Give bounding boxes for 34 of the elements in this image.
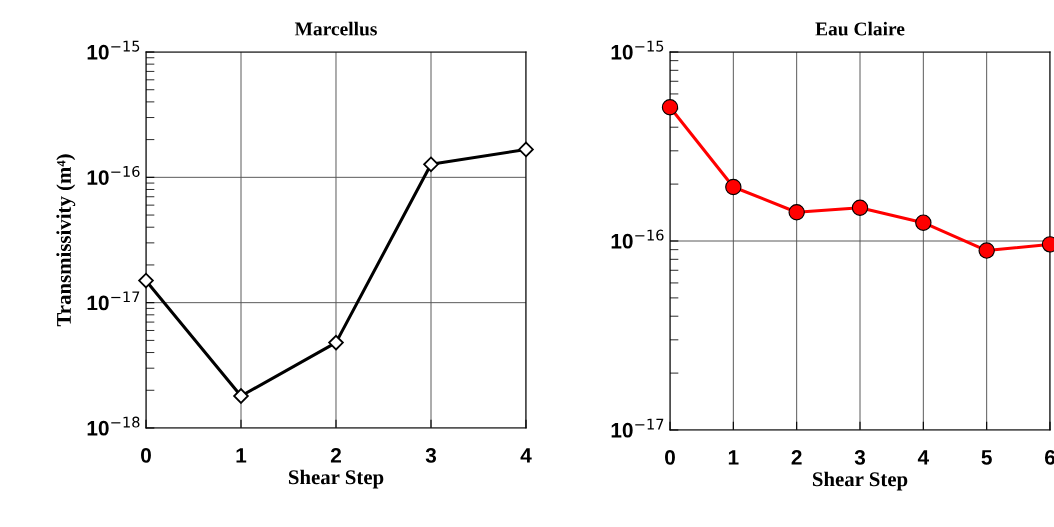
y-tick-label: 10$^{−15}$ (87, 40, 140, 60)
x-tick-label: 5 (981, 450, 992, 465)
point (851, 199, 869, 216)
x-axis-title: Shear Step (812, 471, 908, 491)
x-tick-label: 0 (665, 449, 675, 465)
point (518, 141, 534, 158)
x-tick-label: 1 (236, 448, 247, 463)
x-tick-label: 1 (728, 450, 739, 465)
y-tick-label: 10$^{−16}$ (611, 229, 664, 249)
point (233, 388, 249, 404)
point (725, 178, 742, 196)
y-axis-title: Transmissivity (m⁴) (56, 154, 76, 327)
point (661, 99, 679, 116)
point (978, 242, 995, 259)
y-tick-label: 10$^{−15}$ (611, 40, 664, 60)
x-tick-label: 2 (330, 447, 341, 463)
y-tick-label: 10$^{−17}$ (611, 418, 664, 438)
x-tick-label: 2 (791, 449, 802, 465)
x-tick-label: 0 (141, 447, 151, 463)
x-tick-label: 3 (854, 449, 866, 465)
point (915, 214, 932, 231)
chart-title: Eau Claire (815, 21, 905, 36)
x-tick-label: 4 (917, 450, 930, 465)
point (788, 204, 805, 221)
x-tick-label: 3 (425, 447, 437, 463)
point (138, 272, 154, 289)
y-tick-label: 10$^{−18}$ (87, 416, 140, 436)
point (328, 334, 344, 351)
x-axis-title: Shear Step (288, 469, 384, 489)
y-tick-label: 10$^{−16}$ (87, 165, 140, 185)
chart-title: Marcellus (294, 21, 377, 36)
y-tick-label: 10$^{−17}$ (87, 291, 140, 311)
point (423, 156, 439, 173)
x-tick-label: 4 (520, 448, 532, 463)
